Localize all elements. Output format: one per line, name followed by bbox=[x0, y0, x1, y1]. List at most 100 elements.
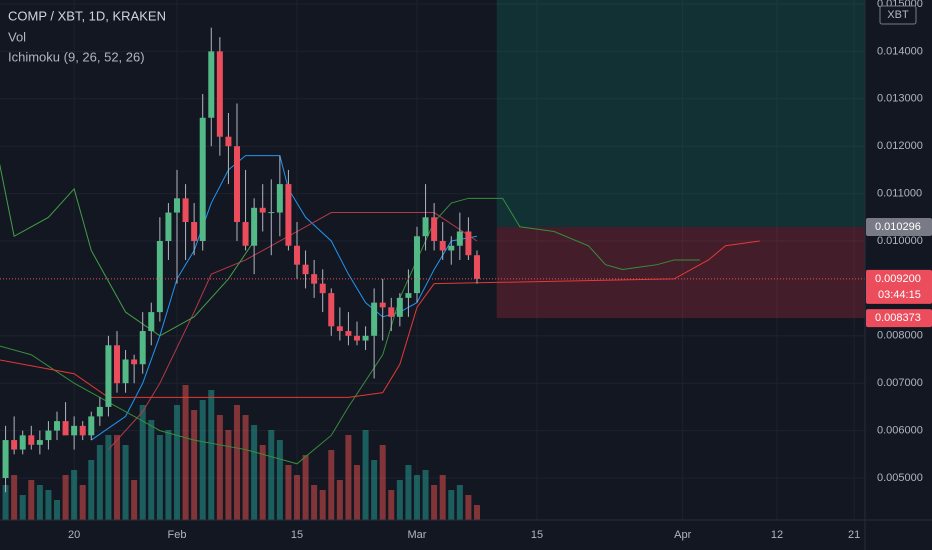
candle-body bbox=[216, 51, 223, 137]
candle-body bbox=[422, 217, 429, 237]
candle-body bbox=[182, 198, 189, 223]
candle-body bbox=[379, 302, 386, 308]
volume-bar bbox=[405, 465, 412, 520]
candle-body bbox=[225, 136, 232, 147]
countdown-label: 03:44:15 bbox=[878, 289, 921, 301]
candle-body bbox=[268, 212, 275, 214]
volume-bar bbox=[388, 490, 395, 520]
y-tick-label: 0.006000 bbox=[877, 425, 923, 437]
volume-bar bbox=[413, 475, 420, 520]
volume-bar bbox=[371, 460, 378, 520]
profit-zone bbox=[496, 0, 865, 227]
volume-bar bbox=[88, 460, 95, 520]
volume-bar bbox=[113, 435, 120, 520]
candle-body bbox=[208, 51, 215, 118]
volume-bar bbox=[233, 405, 240, 520]
x-tick-label: 20 bbox=[68, 529, 80, 541]
volume-bar bbox=[362, 430, 369, 520]
y-tick-label: 0.012000 bbox=[877, 140, 923, 152]
volume-bar bbox=[199, 400, 206, 520]
candle-body bbox=[36, 440, 43, 445]
volume-bar bbox=[396, 480, 403, 520]
candle-body bbox=[139, 331, 146, 365]
candle-body bbox=[439, 240, 446, 251]
candle-body bbox=[448, 245, 455, 251]
candle-body bbox=[456, 231, 463, 246]
volume-bar bbox=[465, 495, 472, 520]
candle-body bbox=[122, 359, 129, 384]
price-badge bbox=[866, 217, 932, 236]
x-tick-label: 12 bbox=[771, 529, 783, 541]
y-tick-label: 0.013000 bbox=[877, 93, 923, 105]
candle-body bbox=[199, 117, 206, 241]
volume-bar bbox=[473, 505, 480, 520]
price-badge-label: 0.010296 bbox=[875, 221, 921, 233]
price-badge-label: 0.009200 bbox=[875, 273, 921, 285]
volume-bar bbox=[422, 470, 429, 520]
y-tick-label: 0.014000 bbox=[877, 45, 923, 57]
x-tick-label: 15 bbox=[291, 529, 303, 541]
ichimoku-line bbox=[0, 163, 255, 337]
y-tick-label: 0.007000 bbox=[877, 377, 923, 389]
candle-body bbox=[131, 359, 138, 365]
y-tick-label: 0.010000 bbox=[877, 235, 923, 247]
candle-body bbox=[465, 231, 472, 256]
candle-body bbox=[251, 207, 258, 246]
volume-bar bbox=[139, 405, 146, 520]
indicator-label: Ichimoku (9, 26, 52, 26) bbox=[8, 49, 145, 64]
x-tick-label: Mar bbox=[408, 529, 427, 541]
volume-bar bbox=[302, 455, 309, 520]
candle-body bbox=[233, 146, 240, 223]
volume-bar bbox=[191, 410, 198, 520]
volume-bar bbox=[11, 475, 18, 520]
volume-bar bbox=[71, 470, 78, 520]
candle-body bbox=[113, 345, 120, 384]
volume-bar bbox=[225, 430, 232, 520]
candle-body bbox=[96, 406, 103, 417]
volume-bar bbox=[251, 425, 258, 520]
candle-body bbox=[2, 440, 9, 479]
candle-body bbox=[353, 335, 360, 341]
candle-body bbox=[173, 198, 180, 213]
volume-bar bbox=[28, 480, 35, 520]
candle-body bbox=[53, 421, 60, 431]
volume-bar bbox=[105, 435, 112, 520]
candle-body bbox=[165, 212, 172, 241]
ichimoku-line bbox=[0, 240, 760, 398]
volume-bar bbox=[336, 480, 343, 520]
candle-body bbox=[311, 274, 318, 284]
volume-bar bbox=[131, 480, 138, 520]
y-tick-label: 0.005000 bbox=[877, 472, 923, 484]
candle-body bbox=[319, 283, 326, 294]
volume-bar bbox=[319, 490, 326, 520]
volume-bar bbox=[353, 465, 360, 520]
volume-bar bbox=[216, 415, 223, 520]
volume-bar bbox=[259, 445, 266, 520]
y-tick-label: 0.015000 bbox=[877, 0, 923, 10]
candle-body bbox=[156, 240, 163, 313]
candle-body bbox=[388, 307, 395, 317]
volume-bar bbox=[448, 490, 455, 520]
volume-bar bbox=[96, 445, 103, 520]
volume-bar bbox=[62, 475, 69, 520]
stop-zone bbox=[496, 226, 865, 319]
candle-body bbox=[293, 245, 300, 265]
candle-body bbox=[431, 217, 438, 241]
volume-bar bbox=[122, 445, 129, 520]
currency-label: XBT bbox=[887, 9, 909, 21]
volume-bar bbox=[45, 490, 52, 520]
candle-body bbox=[71, 425, 78, 436]
volume-bar bbox=[165, 430, 172, 520]
volume-bar bbox=[2, 485, 9, 520]
candle-body bbox=[191, 222, 198, 241]
volume-bar bbox=[431, 485, 438, 520]
y-tick-label: 0.011000 bbox=[877, 187, 922, 199]
x-tick-label: Apr bbox=[674, 529, 691, 541]
candle-body bbox=[105, 345, 112, 407]
candle-body bbox=[473, 255, 480, 279]
volume-bar bbox=[242, 415, 249, 520]
x-tick-label: 15 bbox=[531, 529, 543, 541]
volume-bar bbox=[19, 495, 26, 520]
candle-body bbox=[405, 293, 412, 298]
